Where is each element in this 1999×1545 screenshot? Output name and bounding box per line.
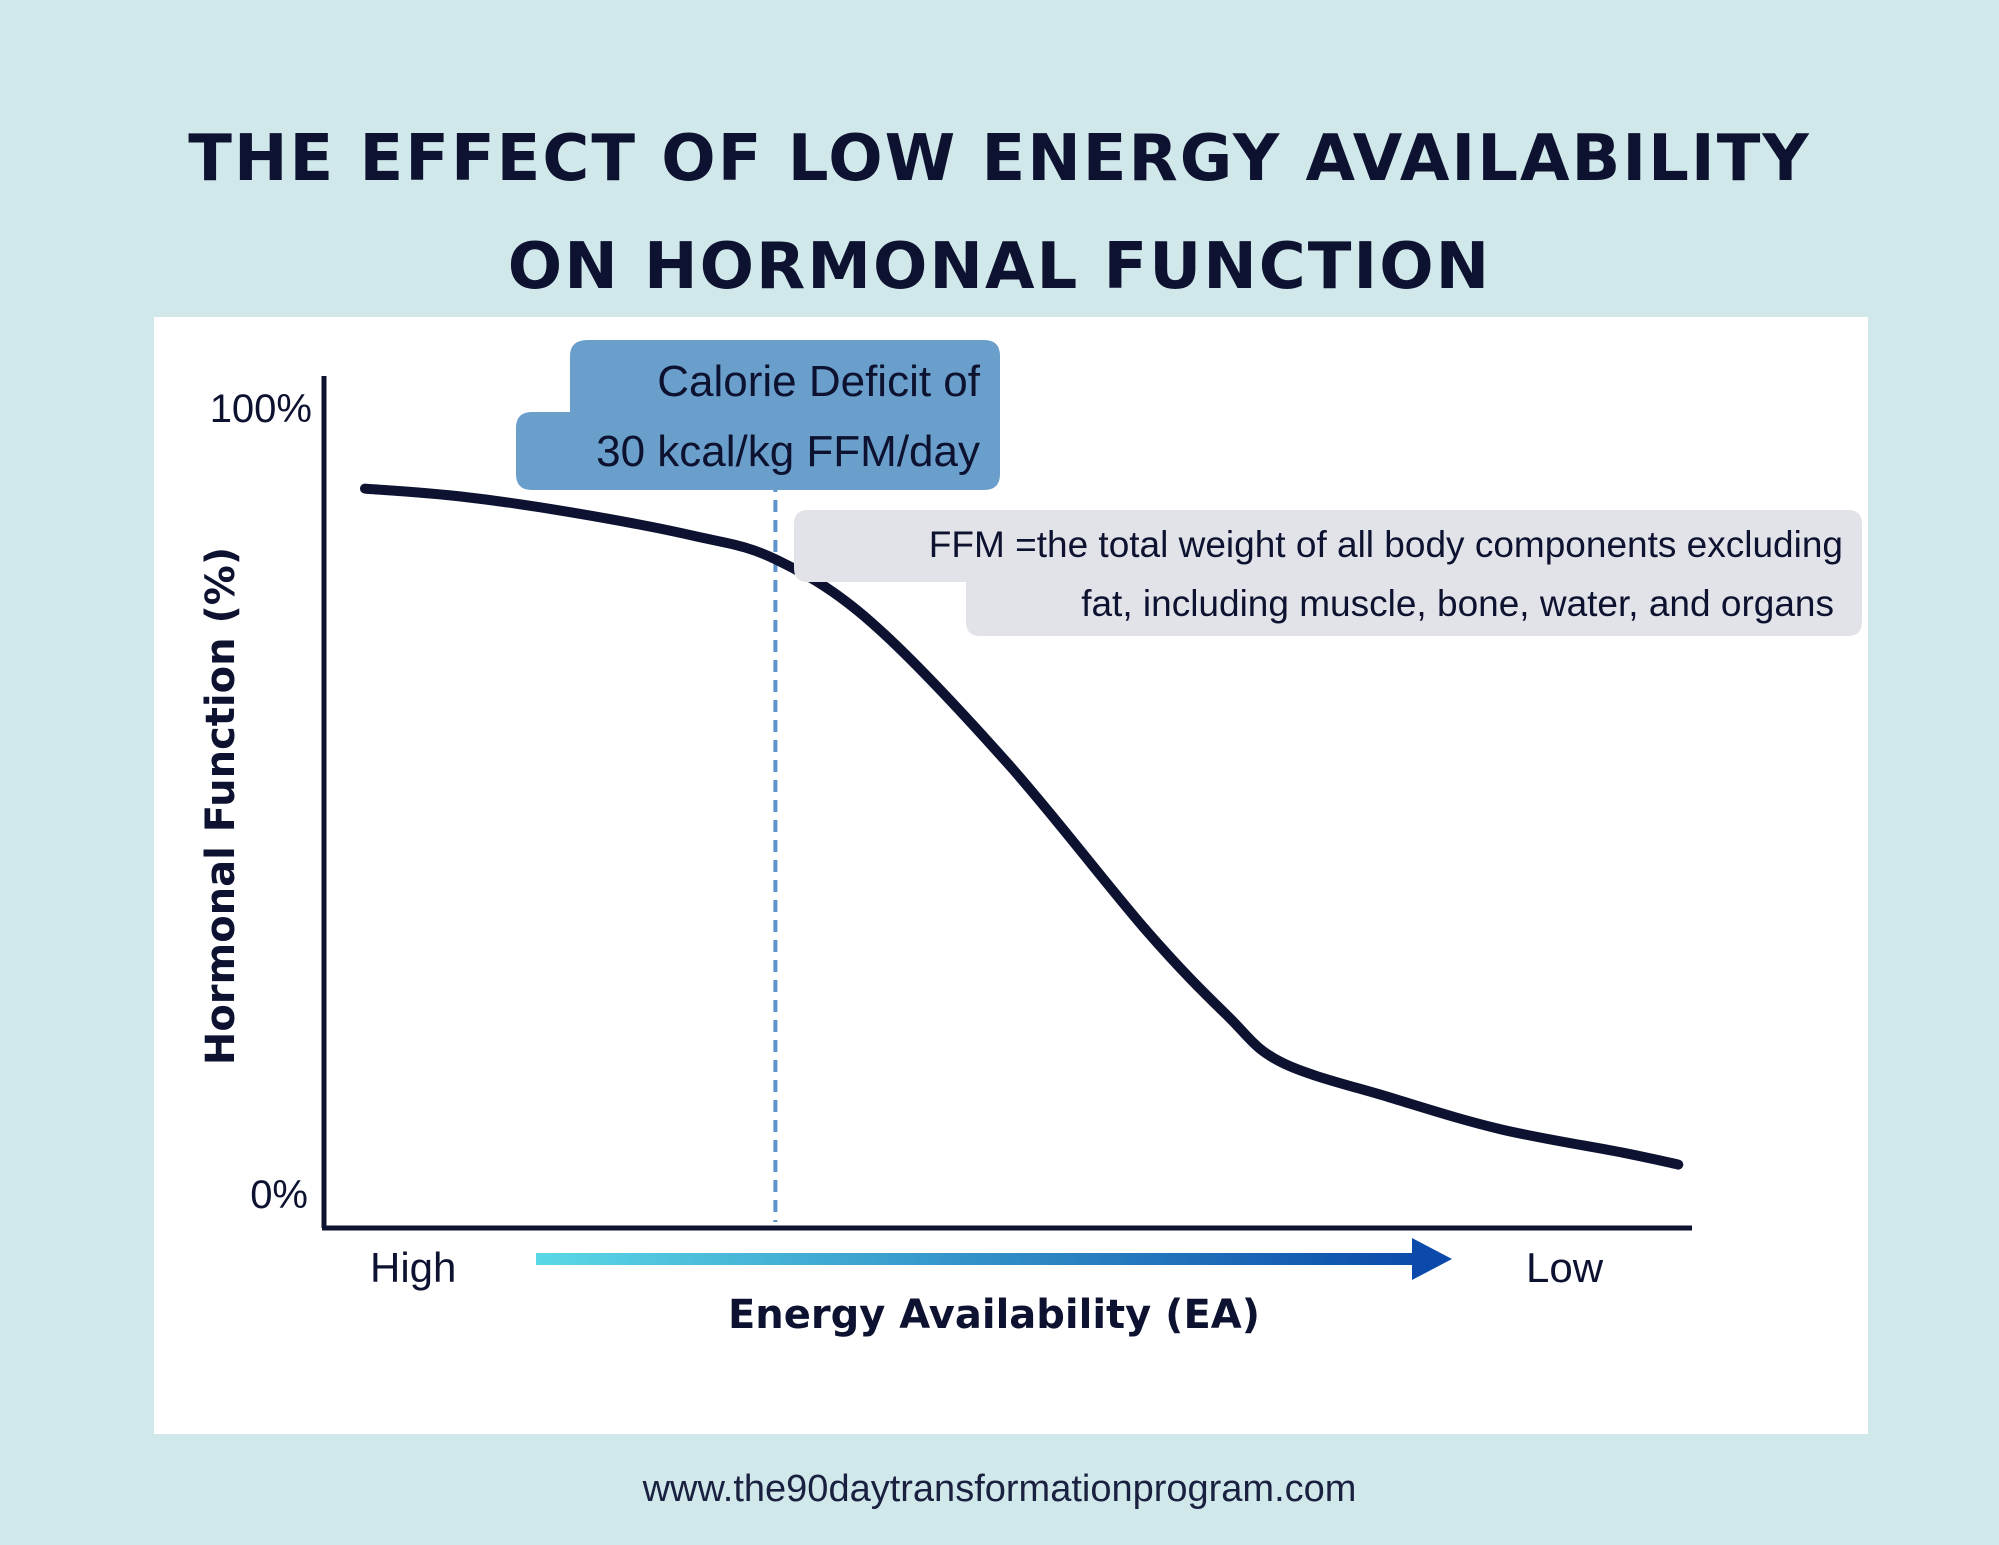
- note-line-2: fat, including muscle, bone, water, and …: [1081, 583, 1834, 624]
- y-axis-label: Hormonal Function (%): [198, 547, 244, 1065]
- callout-line-2: 30 kcal/kg FFM/day: [596, 427, 980, 476]
- x-axis-label: Energy Availability (EA): [728, 1292, 1260, 1338]
- direction-arrow-head: [1412, 1238, 1452, 1280]
- x-label-low: Low: [1526, 1244, 1604, 1291]
- x-label-high: High: [370, 1244, 456, 1291]
- chart-panel: [154, 317, 1868, 1434]
- threshold-callout: Calorie Deficit of 30 kcal/kg FFM/day: [516, 340, 1000, 490]
- footer-url: www.the90daytransformationprogram.com: [642, 1468, 1357, 1510]
- ffm-note: FFM =the total weight of all body compon…: [794, 510, 1862, 636]
- note-background: [794, 510, 1862, 636]
- callout-background: [516, 340, 1000, 490]
- title-line-1: THE EFFECT OF LOW ENERGY AVAILABILITY: [188, 122, 1811, 196]
- title-line-2: ON HORMONAL FUNCTION: [507, 230, 1492, 304]
- series-line-hormonal-function: [360, 483, 1684, 1170]
- note-line-1: FFM =the total weight of all body compon…: [929, 524, 1843, 565]
- y-tick-label-100: 100%: [210, 387, 312, 431]
- callout-line-1: Calorie Deficit of: [657, 357, 981, 406]
- page-title: THE EFFECT OF LOW ENERGY AVAILABILITY ON…: [0, 105, 1999, 321]
- y-tick-label-0: 0%: [250, 1173, 308, 1217]
- direction-arrow-shaft: [536, 1253, 1418, 1265]
